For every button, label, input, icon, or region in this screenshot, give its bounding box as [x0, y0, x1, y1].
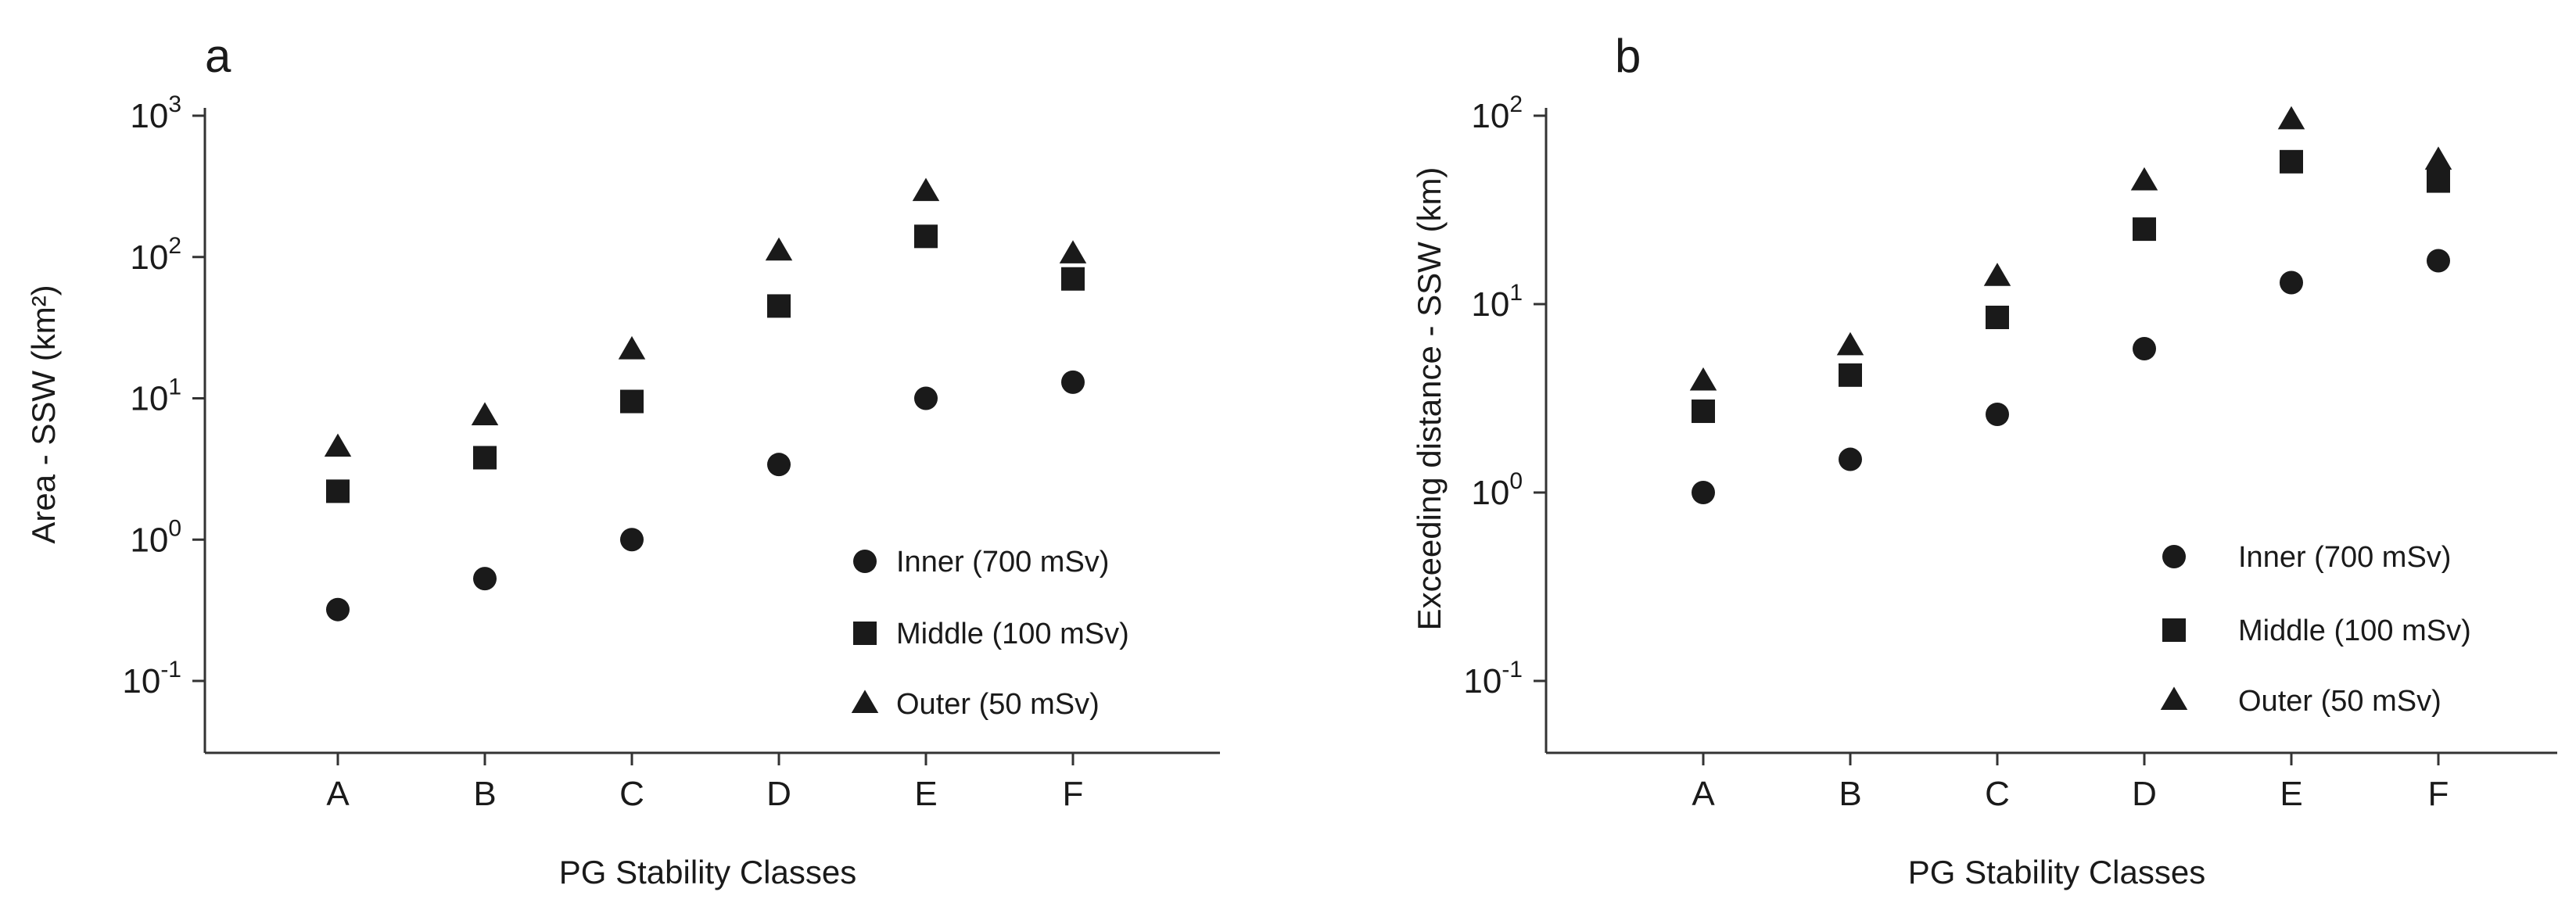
- data-point-square: [2427, 169, 2450, 193]
- data-point-circle: [2133, 337, 2156, 361]
- x-tick-label: A: [1692, 775, 1715, 813]
- x-tick-label: F: [1063, 775, 1084, 813]
- data-point-triangle: [2277, 106, 2305, 130]
- data-point-square: [2133, 217, 2156, 242]
- data-point-triangle: [1059, 240, 1087, 263]
- y-tick-label: 102: [1471, 91, 1523, 135]
- data-point-circle: [1986, 402, 2009, 426]
- data-point-square: [1692, 399, 1715, 424]
- x-tick-label: E: [914, 775, 937, 813]
- x-tick-label: D: [766, 775, 791, 813]
- data-point-circle: [2280, 270, 2303, 295]
- data-point-square: [473, 446, 497, 470]
- data-point-triangle: [2424, 146, 2452, 170]
- legend-label: Middle (100 mSv): [2238, 614, 2471, 647]
- legend-label: Inner (700 mSv): [2238, 541, 2451, 574]
- x-tick-label: C: [619, 775, 644, 813]
- panel-label-a: a: [205, 30, 231, 82]
- data-point-circle: [2427, 249, 2450, 273]
- data-point-circle: [914, 386, 938, 410]
- x-axis-title: PG Stability Classes: [559, 854, 856, 890]
- legend-marker-circle: [2162, 545, 2186, 568]
- x-tick-label: C: [1985, 775, 2010, 813]
- data-point-circle: [620, 528, 644, 552]
- x-tick-label: E: [2280, 775, 2302, 813]
- data-point-circle: [1061, 370, 1085, 394]
- data-point-circle: [326, 597, 350, 622]
- data-point-square: [326, 479, 350, 503]
- data-point-circle: [1692, 481, 1715, 504]
- data-point-circle: [1839, 447, 1862, 471]
- y-tick-label: 10-1: [122, 657, 181, 700]
- y-tick-label: 100: [130, 515, 181, 559]
- data-point-square: [767, 294, 791, 318]
- data-point-square: [914, 224, 938, 249]
- x-tick-label: B: [1839, 775, 1861, 813]
- x-tick-label: A: [326, 775, 350, 813]
- y-tick-label: 103: [130, 91, 181, 135]
- data-point-square: [2280, 149, 2303, 174]
- y-tick-label: 101: [130, 374, 181, 418]
- legend-marker-triangle: [2160, 686, 2188, 710]
- panel-b-chart: b 10-1 100 101 102 A B C D E F PG Stability Classes…: [1411, 30, 2557, 890]
- data-point-square: [1061, 267, 1085, 291]
- data-point-triangle: [618, 335, 646, 360]
- data-point-triangle: [1836, 331, 1864, 356]
- x-axis-title: PG Stability Classes: [1908, 854, 2205, 890]
- y-tick-label: 10-1: [1463, 657, 1523, 700]
- legend-label: Inner (700 mSv): [896, 546, 1109, 579]
- legend-marker-circle: [853, 550, 877, 573]
- legend-label: Outer (50 mSv): [896, 688, 1100, 721]
- data-point-square: [1839, 363, 1862, 387]
- data-point-triangle: [765, 237, 793, 261]
- data-point-triangle: [912, 177, 940, 202]
- panel-label-b: b: [1615, 30, 1641, 82]
- y-tick-label: 101: [1471, 280, 1523, 324]
- data-point-triangle: [2130, 167, 2158, 191]
- data-point-triangle: [1983, 263, 2011, 286]
- data-point-circle: [473, 567, 497, 591]
- legend-label: Middle (100 mSv): [896, 618, 1129, 650]
- panel-a-chart: a 10-1 100 101 102 103 A B C D E F PG Stability Clas…: [25, 30, 1220, 890]
- legend-marker-square: [2162, 618, 2186, 642]
- y-tick-label: 102: [130, 233, 181, 277]
- data-point-triangle: [471, 402, 499, 426]
- x-tick-label: F: [2428, 775, 2449, 813]
- y-axis-title: Exceeding distance - SSW (km): [1411, 167, 1448, 631]
- y-axis-title: Area - SSW (km²): [25, 285, 62, 543]
- data-point-square: [1986, 306, 2009, 330]
- legend-marker-triangle: [851, 690, 879, 713]
- x-tick-label: D: [2132, 775, 2157, 813]
- y-tick-label: 100: [1471, 468, 1523, 512]
- legend-label: Outer (50 mSv): [2238, 685, 2441, 718]
- data-point-triangle: [324, 433, 352, 457]
- data-point-square: [620, 389, 644, 414]
- data-point-triangle: [1689, 367, 1717, 391]
- data-point-circle: [767, 453, 791, 477]
- x-tick-label: B: [473, 775, 496, 813]
- legend-marker-square: [853, 622, 877, 645]
